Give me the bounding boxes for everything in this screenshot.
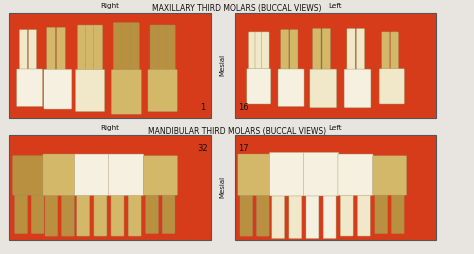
FancyBboxPatch shape	[290, 29, 298, 71]
FancyBboxPatch shape	[44, 69, 72, 109]
FancyBboxPatch shape	[356, 28, 365, 71]
FancyBboxPatch shape	[281, 29, 289, 71]
FancyBboxPatch shape	[9, 135, 211, 240]
FancyBboxPatch shape	[43, 154, 77, 196]
Text: 16: 16	[238, 103, 248, 113]
FancyBboxPatch shape	[310, 69, 337, 108]
Text: Mesial: Mesial	[220, 54, 226, 76]
FancyBboxPatch shape	[240, 187, 253, 236]
FancyBboxPatch shape	[166, 25, 175, 72]
FancyBboxPatch shape	[28, 29, 36, 71]
FancyBboxPatch shape	[313, 28, 321, 71]
FancyBboxPatch shape	[150, 25, 159, 72]
FancyBboxPatch shape	[19, 29, 27, 71]
FancyBboxPatch shape	[269, 152, 305, 196]
FancyBboxPatch shape	[94, 25, 102, 72]
FancyBboxPatch shape	[340, 187, 353, 236]
FancyBboxPatch shape	[158, 25, 167, 72]
FancyBboxPatch shape	[17, 69, 43, 107]
Text: Right: Right	[100, 3, 120, 9]
FancyBboxPatch shape	[128, 187, 141, 236]
FancyBboxPatch shape	[391, 32, 399, 71]
FancyBboxPatch shape	[379, 69, 404, 104]
Text: MANDIBULAR THIRD MOLARS (BUCCAL VIEWS): MANDIBULAR THIRD MOLARS (BUCCAL VIEWS)	[148, 127, 326, 136]
Text: Left: Left	[328, 3, 342, 9]
FancyBboxPatch shape	[238, 154, 272, 196]
FancyBboxPatch shape	[122, 23, 131, 72]
Text: Mesial: Mesial	[220, 176, 226, 198]
FancyBboxPatch shape	[235, 13, 436, 118]
FancyBboxPatch shape	[247, 69, 271, 104]
Text: Right: Right	[100, 125, 120, 131]
FancyBboxPatch shape	[382, 32, 390, 71]
Text: MAXILLARY THIRD MOLARS (BUCCAL VIEWS): MAXILLARY THIRD MOLARS (BUCCAL VIEWS)	[152, 4, 322, 13]
FancyBboxPatch shape	[248, 32, 256, 71]
Text: 17: 17	[238, 144, 248, 153]
FancyBboxPatch shape	[111, 70, 141, 114]
FancyBboxPatch shape	[306, 187, 319, 239]
FancyBboxPatch shape	[347, 28, 355, 71]
FancyBboxPatch shape	[130, 23, 139, 72]
FancyBboxPatch shape	[56, 27, 65, 72]
Text: 32: 32	[197, 144, 208, 153]
FancyBboxPatch shape	[256, 187, 269, 236]
FancyBboxPatch shape	[162, 187, 175, 234]
FancyBboxPatch shape	[94, 187, 107, 236]
FancyBboxPatch shape	[373, 156, 407, 195]
FancyBboxPatch shape	[304, 152, 339, 196]
FancyBboxPatch shape	[235, 135, 436, 240]
FancyBboxPatch shape	[289, 187, 302, 239]
FancyBboxPatch shape	[111, 187, 124, 236]
FancyBboxPatch shape	[15, 187, 27, 234]
FancyBboxPatch shape	[31, 187, 44, 234]
FancyBboxPatch shape	[62, 187, 74, 236]
FancyBboxPatch shape	[13, 156, 46, 195]
FancyBboxPatch shape	[45, 187, 58, 236]
FancyBboxPatch shape	[75, 69, 105, 112]
FancyBboxPatch shape	[272, 187, 285, 239]
FancyBboxPatch shape	[323, 187, 336, 239]
FancyBboxPatch shape	[357, 187, 370, 236]
FancyBboxPatch shape	[344, 69, 371, 108]
FancyBboxPatch shape	[86, 25, 94, 72]
FancyBboxPatch shape	[375, 187, 387, 234]
FancyBboxPatch shape	[47, 27, 55, 72]
FancyBboxPatch shape	[146, 187, 158, 234]
FancyBboxPatch shape	[338, 154, 373, 196]
FancyBboxPatch shape	[77, 187, 90, 236]
FancyBboxPatch shape	[144, 156, 177, 195]
FancyBboxPatch shape	[262, 32, 269, 71]
FancyBboxPatch shape	[113, 23, 123, 72]
Text: Left: Left	[328, 125, 342, 131]
FancyBboxPatch shape	[78, 25, 86, 72]
FancyBboxPatch shape	[109, 154, 144, 196]
FancyBboxPatch shape	[278, 69, 304, 107]
FancyBboxPatch shape	[322, 28, 330, 71]
Text: 1: 1	[200, 103, 205, 113]
FancyBboxPatch shape	[392, 187, 404, 234]
FancyBboxPatch shape	[74, 154, 109, 196]
FancyBboxPatch shape	[255, 32, 263, 71]
FancyBboxPatch shape	[9, 13, 211, 118]
FancyBboxPatch shape	[148, 69, 177, 112]
